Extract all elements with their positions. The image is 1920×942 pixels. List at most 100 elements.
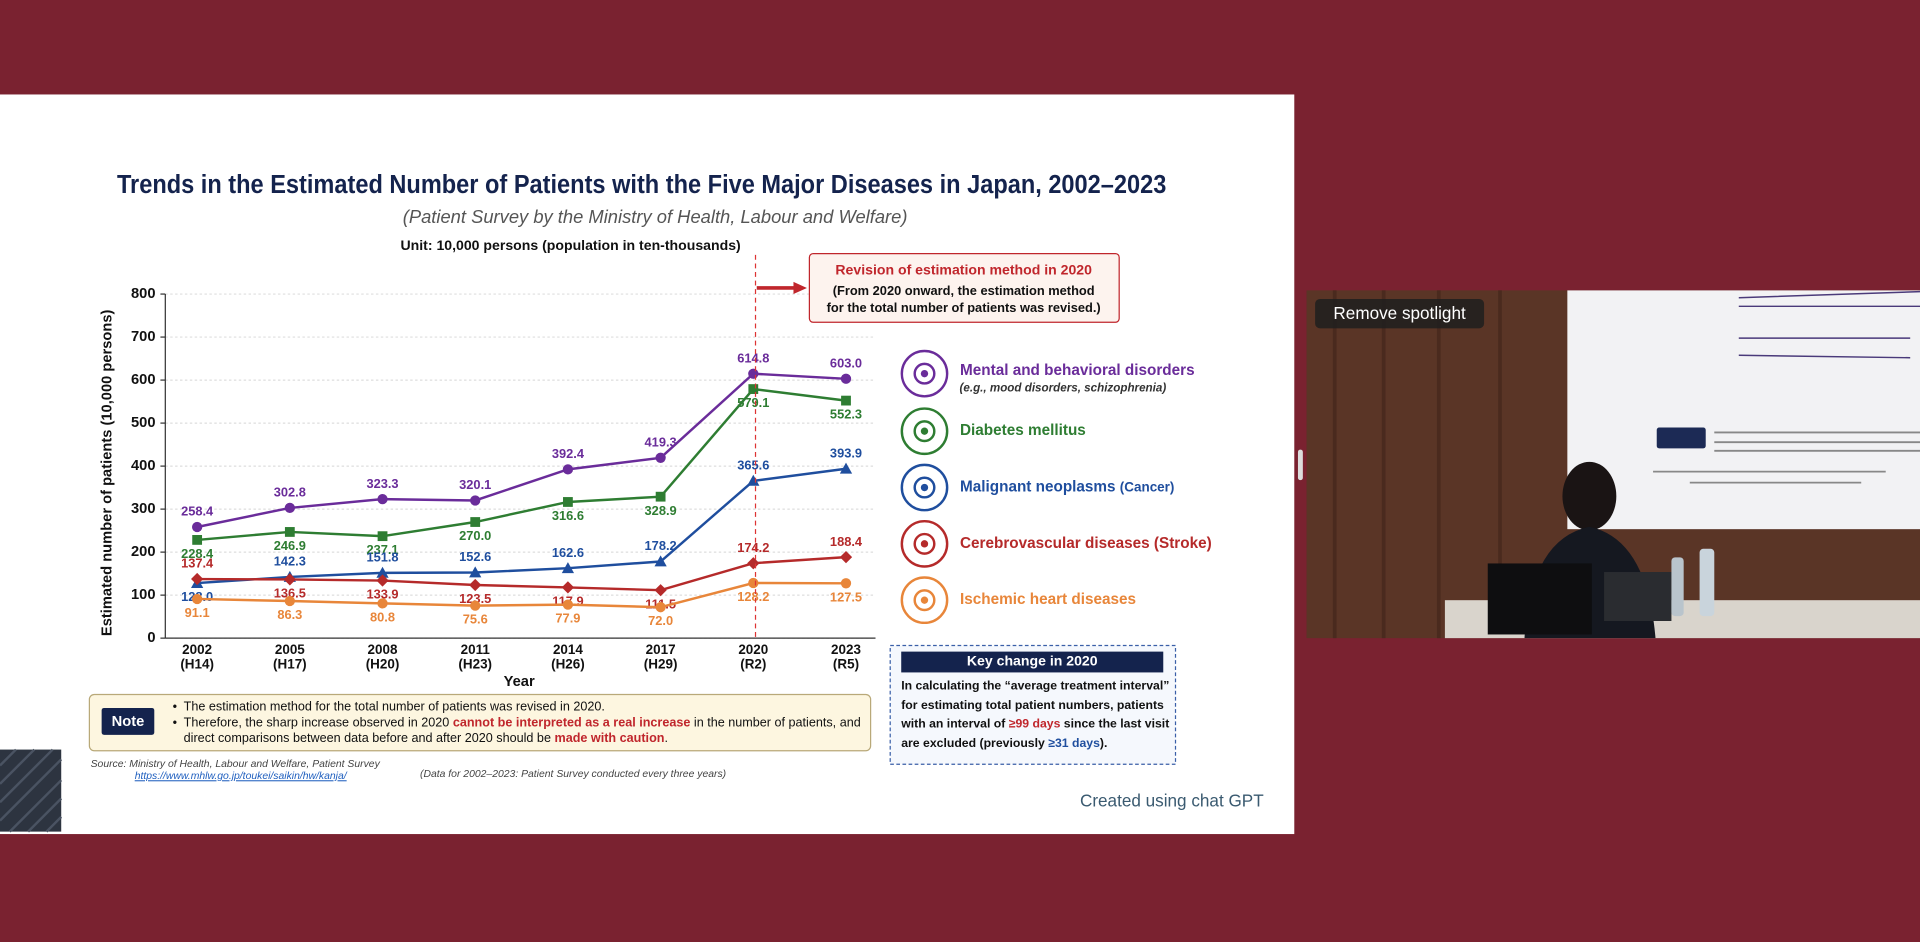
- x-tick-sublabel: (H23): [458, 657, 492, 672]
- data-label: 614.8: [737, 350, 769, 365]
- series-line: [197, 387, 847, 542]
- laptop-2: [1604, 572, 1672, 621]
- legend-icon-glyph: [913, 589, 936, 612]
- projected-lines: [1738, 290, 1920, 359]
- note-list: The estimation method for the total numb…: [173, 699, 866, 747]
- legend-entry: Malignant neoplasms (Cancer): [960, 479, 1174, 496]
- x-tick-label: 2014: [553, 642, 583, 657]
- data-label: 228.4: [181, 546, 214, 561]
- x-tick-sublabel: (H26): [551, 657, 585, 672]
- series-line: [196, 372, 847, 529]
- legend-entry: Diabetes mellitus: [960, 422, 1086, 439]
- spotlight-button-label[interactable]: Remove spotlight: [1333, 303, 1466, 323]
- legend-note: (Stroke): [1154, 535, 1212, 552]
- key-change-title: Key change in 2020: [967, 653, 1098, 669]
- series-line: [197, 555, 847, 592]
- marker: [284, 595, 295, 607]
- data-label: 237.1: [366, 542, 398, 557]
- video-feed: [1306, 290, 1920, 639]
- x-tick-sublabel: (R2): [740, 657, 766, 672]
- data-label: 258.4: [181, 504, 214, 519]
- key-change-text: In calculating the “average treatment in…: [901, 679, 1170, 732]
- marker: [192, 521, 203, 533]
- marker: [747, 474, 760, 486]
- chart-title: Trends in the Estimated Number of Patien…: [117, 171, 1166, 199]
- bottle: [1699, 548, 1715, 617]
- legend-name: Mental and behavioral disorders: [960, 362, 1195, 379]
- legend-entry: Cerebrovascular diseases (Stroke): [960, 535, 1212, 552]
- marker: [840, 578, 852, 589]
- data-label: 320.1: [459, 477, 491, 492]
- y-tick-label: 800: [131, 286, 156, 302]
- marker: [377, 493, 388, 505]
- note-badge: [101, 707, 155, 735]
- x-tick-label: 2011: [461, 642, 491, 657]
- legend-name: Diabetes mellitus: [960, 422, 1086, 439]
- marker: [562, 599, 574, 610]
- footer-credit: Created using chat GPT: [1080, 791, 1264, 811]
- y-tick-label: 500: [131, 415, 156, 431]
- data-label: 328.9: [645, 503, 677, 518]
- annotation-arrowhead: [793, 281, 807, 295]
- legend-icon-glyph: [913, 362, 936, 385]
- data-label: 123.5: [459, 591, 491, 606]
- marker: [748, 577, 759, 589]
- note-body: The estimation method for the total numb…: [173, 699, 866, 750]
- x-tick-label: 2020: [738, 642, 768, 657]
- projection-screen: [1567, 290, 1920, 530]
- source-link[interactable]: https://www.mhlw.go.jp/toukei/saikin/hw/…: [135, 771, 348, 782]
- y-tick-label: 300: [131, 501, 156, 517]
- panel-handle[interactable]: [1297, 449, 1303, 481]
- legend-icon-dot: [920, 369, 929, 378]
- projected-note: [1656, 427, 1706, 449]
- data-label: 552.3: [830, 407, 862, 422]
- annotation-box: [808, 253, 1120, 323]
- note-label: Note: [112, 714, 145, 730]
- data-label: 246.9: [274, 538, 306, 553]
- legend-icon-dot: [920, 427, 929, 435]
- legend-name: Cerebrovascular diseases: [960, 535, 1150, 552]
- x-tick-sublabel: (H29): [644, 657, 678, 672]
- data-label: 270.0: [459, 528, 491, 543]
- marker: [470, 600, 481, 611]
- marker: [839, 462, 853, 474]
- annotation-title: Revision of estimation method in 2020: [835, 262, 1092, 278]
- x-tick-sublabel: (H14): [180, 657, 214, 672]
- legend-entry: Mental and behavioral disorders: [960, 362, 1195, 379]
- marker: [192, 593, 203, 605]
- marker: [284, 502, 295, 514]
- x-tick-label: 2008: [368, 642, 398, 657]
- spotlight-button[interactable]: [1315, 298, 1485, 329]
- x-tick-label: 2002: [182, 642, 212, 657]
- data-label: 133.9: [366, 587, 398, 602]
- source: Source: Ministry of Health, Labour and W…: [91, 759, 381, 770]
- x-tick-sublabel: (H20): [366, 657, 400, 672]
- data-label: 178.2: [645, 538, 677, 553]
- legend-name: Ischemic heart diseases: [960, 591, 1136, 608]
- marker: [654, 555, 667, 567]
- data-label: 603.0: [830, 355, 862, 370]
- y-tick-label: 100: [131, 587, 156, 603]
- legend-icon-glyph: [913, 476, 936, 499]
- note-text: .: [664, 732, 668, 746]
- data-label: 392.4: [552, 446, 585, 461]
- note-text: Therefore, the sharp increase observed i…: [183, 716, 453, 730]
- data-label: 152.6: [459, 549, 491, 564]
- legend-icon-dot: [920, 483, 929, 492]
- data-label: 137.4: [181, 556, 214, 571]
- y-tick-label: 700: [131, 329, 156, 345]
- data-coverage: (Data for 2002–2023: Patient Survey cond…: [420, 769, 726, 780]
- key-change-text: since the last visit are excluded (previ…: [901, 717, 1170, 751]
- note-text: in the number of patients, and direct co…: [183, 716, 861, 746]
- data-label: 579.1: [737, 395, 769, 410]
- note-text: made with caution: [554, 732, 665, 746]
- projected-text: [1653, 431, 1920, 484]
- wood-grain: [1332, 290, 1502, 639]
- key-change-text: ≥31 days: [1048, 737, 1100, 751]
- note-text: cannot be interpreted as a real increase: [452, 716, 691, 730]
- x-tick-sublabel: (R5): [833, 657, 859, 672]
- data-label: 75.6: [463, 612, 488, 627]
- legend-icon-dot: [920, 540, 929, 548]
- data-label: 323.3: [366, 476, 398, 491]
